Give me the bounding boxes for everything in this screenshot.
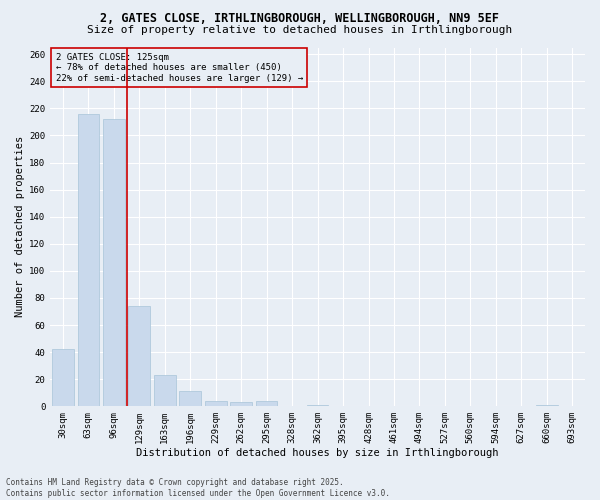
Bar (77, 114, 99, 406)
Bar (103, 119, 125, 406)
Text: 2 GATES CLOSE: 125sqm
← 78% of detached houses are smaller (450)
22% of semi-det: 2 GATES CLOSE: 125sqm ← 78% of detached … (56, 53, 303, 82)
Bar (307, 405, 328, 406)
Bar (536, 405, 557, 406)
Bar (128, 306, 150, 406)
Bar (205, 401, 227, 406)
Bar (230, 402, 252, 406)
Bar (256, 401, 277, 406)
Bar (154, 375, 176, 406)
Text: Size of property relative to detached houses in Irthlingborough: Size of property relative to detached ho… (88, 25, 512, 35)
Bar (179, 392, 201, 406)
Text: Contains HM Land Registry data © Crown copyright and database right 2025.
Contai: Contains HM Land Registry data © Crown c… (6, 478, 390, 498)
Text: 2, GATES CLOSE, IRTHLINGBOROUGH, WELLINGBOROUGH, NN9 5EF: 2, GATES CLOSE, IRTHLINGBOROUGH, WELLING… (101, 12, 499, 26)
Bar (52, 350, 74, 406)
Y-axis label: Number of detached properties: Number of detached properties (15, 136, 25, 318)
X-axis label: Distribution of detached houses by size in Irthlingborough: Distribution of detached houses by size … (136, 448, 499, 458)
